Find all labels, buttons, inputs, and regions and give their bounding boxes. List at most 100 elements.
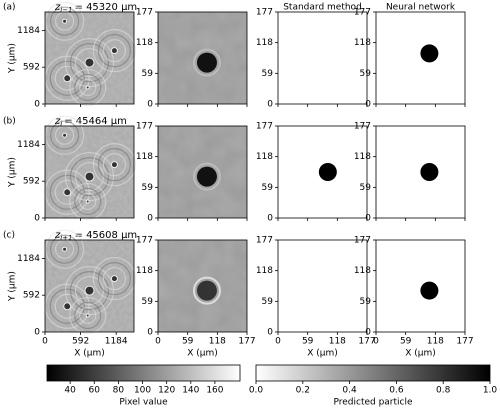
y-tick-label: 59 [360, 183, 372, 193]
predicted-particle [420, 44, 439, 63]
ring [97, 148, 132, 182]
row-label: (c) [3, 231, 15, 241]
y-tick-label: 0 [147, 214, 153, 224]
y-tick-label: 0 [365, 328, 371, 338]
y-tick-label: 118 [136, 38, 153, 48]
particle [84, 57, 95, 68]
colorbar-tick-label: 80 [113, 386, 125, 396]
colorbar-tick-label: 140 [182, 386, 199, 396]
x-tick-label: 0 [373, 337, 379, 347]
x-tick-label: 118 [427, 337, 444, 347]
ring [74, 301, 102, 330]
y-tick-label: 177 [354, 122, 371, 132]
axes-frame [44, 11, 135, 105]
z-subscript: i+1 [60, 234, 72, 242]
axes-frame [277, 11, 368, 105]
ring [79, 78, 97, 97]
x-tick-label: 177 [238, 337, 255, 347]
axes-frame [157, 11, 248, 105]
y-tick-label: 0 [34, 100, 40, 110]
z-label: zi+1 = 45608 μm [54, 230, 137, 242]
ring [102, 153, 127, 177]
axes-frame [375, 239, 466, 333]
x-tick-label: 1184 [105, 337, 128, 347]
y-axis-label: Y (μm) [8, 157, 18, 188]
particle [62, 132, 68, 138]
z-symbol: z [54, 116, 61, 127]
y-tick-label: 59 [360, 297, 372, 307]
colorbar-tick-label: 0.0 [249, 386, 264, 396]
y-tick-label: 118 [354, 152, 371, 162]
y-tick-label: 177 [354, 8, 371, 18]
colorbar [46, 364, 241, 382]
colorbar-tick-label: 160 [206, 386, 223, 396]
y-tick-label: 0 [34, 328, 40, 338]
z-subscript: i [60, 120, 62, 128]
y-tick-label: 592 [23, 63, 40, 73]
x-tick-label: 0 [42, 337, 48, 347]
particle [62, 18, 68, 24]
x-tick-label: 59 [302, 337, 314, 347]
ring [49, 174, 85, 210]
y-tick-label: 177 [256, 236, 273, 246]
colorbar-tick-label: 1.0 [483, 386, 498, 396]
colorbar-tick-label: 0.2 [296, 386, 310, 396]
x-tick-label: 0 [155, 337, 161, 347]
colorbar-tick-label: 60 [89, 386, 101, 396]
y-tick-label: 1184 [17, 140, 40, 150]
y-axis-label: Y (μm) [8, 43, 18, 74]
colorbar-label: Pixel value [119, 398, 168, 408]
colorbar-tick-label: 40 [64, 386, 76, 396]
axes-frame [44, 239, 135, 333]
y-tick-label: 118 [256, 266, 273, 276]
row-label: (a) [3, 3, 16, 13]
y-tick-label: 118 [256, 38, 273, 48]
x-tick-label: 118 [329, 337, 346, 347]
x-tick-label: 118 [209, 337, 226, 347]
x-axis-label: X (μm) [74, 349, 105, 359]
y-tick-label: 118 [136, 152, 153, 162]
crop-ring [192, 162, 221, 191]
y-tick-label: 59 [262, 297, 274, 307]
ring [97, 262, 132, 296]
z-label: zi = 45464 μm [54, 116, 127, 128]
prediction-bg [278, 240, 367, 332]
ring [92, 29, 137, 73]
axes-frame [157, 125, 248, 219]
ring [102, 39, 127, 63]
particle [85, 85, 90, 90]
z-subscript: i−1 [60, 6, 72, 14]
colorbar-tick-label: 0.4 [342, 386, 357, 396]
x-tick-label: 592 [72, 337, 89, 347]
particle [110, 275, 118, 283]
colorbar-tick-label: 100 [134, 386, 151, 396]
axes-frame [157, 239, 248, 333]
particle [110, 161, 118, 169]
y-tick-label: 0 [147, 328, 153, 338]
prediction-bg [376, 240, 465, 332]
axes-frame [277, 239, 368, 333]
row-label: (b) [3, 117, 16, 127]
ring [79, 192, 97, 211]
x-axis-label: X (μm) [187, 349, 218, 359]
x-tick-label: 59 [182, 337, 194, 347]
ring [69, 157, 110, 197]
predicted-particle [420, 281, 439, 300]
ring [102, 267, 127, 291]
z-value: = 45464 μm [64, 116, 127, 127]
z-symbol: z [54, 230, 61, 241]
y-tick-label: 0 [267, 100, 273, 110]
predicted-particle [318, 163, 337, 181]
z-label: zi−1 = 45320 μm [54, 2, 137, 14]
y-tick-label: 177 [354, 236, 371, 246]
y-tick-label: 177 [136, 122, 153, 132]
y-tick-label: 0 [267, 214, 273, 224]
y-tick-label: 0 [365, 100, 371, 110]
ring [49, 6, 80, 36]
z-symbol: z [54, 2, 61, 13]
y-tick-label: 59 [262, 183, 274, 193]
particle [85, 313, 90, 318]
particle [85, 199, 90, 204]
z-value: = 45320 μm [75, 2, 138, 13]
